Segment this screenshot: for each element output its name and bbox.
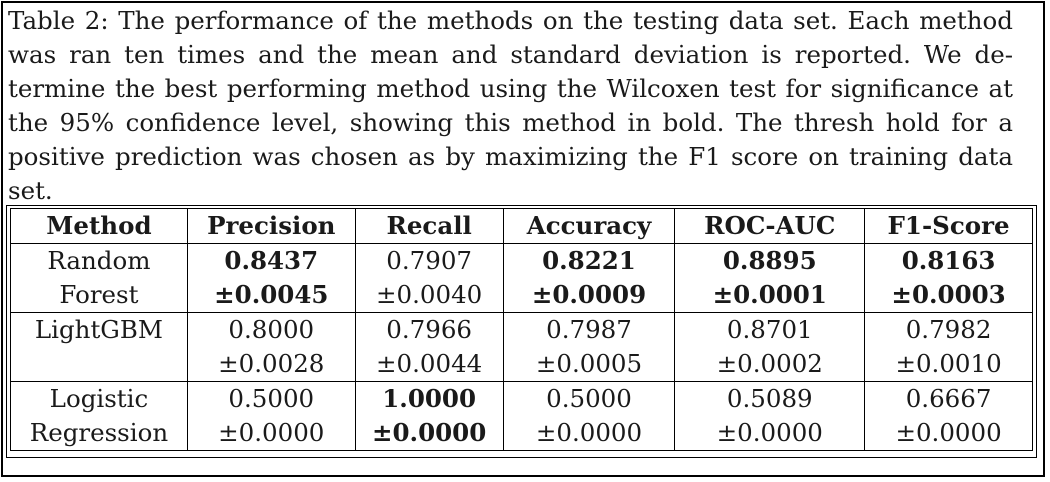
table-caption: Table 2: The performance of the methods … <box>8 4 1013 208</box>
header-accuracy: Accuracy <box>502 208 676 244</box>
caption-line: the 95% confidence level, showing this m… <box>8 108 1013 137</box>
metric-mean: 0.5089 <box>726 384 813 413</box>
method-cell: Random Forest <box>10 243 188 313</box>
metric-cell: 0.8437 ±0.0045 <box>186 243 356 313</box>
metric-cell: 0.5000 ±0.0000 <box>502 381 676 451</box>
metric-cell: 0.5000 ±0.0000 <box>186 381 356 451</box>
metric-mean: 0.7987 <box>546 315 632 344</box>
metric-cell: 0.5089 ±0.0000 <box>674 381 866 451</box>
caption-line: set. <box>8 176 53 205</box>
metric-std: ±0.0005 <box>535 349 643 378</box>
metric-std: ±0.0001 <box>712 280 827 309</box>
metric-std: ±0.0044 <box>376 349 483 378</box>
method-name-line <box>17 347 181 381</box>
caption-line: termine the best performing method using… <box>8 74 1013 103</box>
metric-mean: 1.0000 <box>382 384 477 413</box>
table-row: LightGBM 0.8000 ±0.0028 0.7966 ±0.0044 0.7987… <box>10 312 1033 382</box>
metric-cell: 0.8701 ±0.0002 <box>674 312 866 382</box>
method-cell: Logistic Regression <box>10 381 188 451</box>
metric-std: ±0.0002 <box>716 349 823 378</box>
metric-cell: 0.7987 ±0.0005 <box>502 312 676 382</box>
metric-mean: 0.8000 <box>228 315 315 344</box>
table-row: Logistic Regression 0.5000 ±0.0000 1.0000 ±0.… <box>10 381 1033 451</box>
method-name-line: Regression <box>29 418 169 447</box>
header-precision: Precision <box>186 208 356 244</box>
metric-cell: 0.7907 ±0.0040 <box>354 243 504 313</box>
method-name-line: Forest <box>59 280 139 309</box>
metric-mean: 0.6667 <box>905 384 992 413</box>
metric-cell: 0.7982 ±0.0010 <box>864 312 1033 382</box>
metric-cell: 0.8895 ±0.0001 <box>674 243 866 313</box>
header-recall: Recall <box>354 208 504 244</box>
metric-cell: 1.0000 ±0.0000 <box>354 381 504 451</box>
metric-mean: 0.8437 <box>224 246 319 275</box>
metric-mean: 0.8895 <box>722 246 817 275</box>
metric-mean: 0.7982 <box>905 315 992 344</box>
metric-std: ±0.0000 <box>218 418 325 447</box>
metric-std: ±0.0000 <box>371 418 487 447</box>
metric-cell: 0.8000 ±0.0028 <box>186 312 356 382</box>
table-header-row: Method Precision Recall Accuracy ROC-AUC… <box>10 208 1033 244</box>
metric-std: ±0.0028 <box>218 349 325 378</box>
metric-std: ±0.0010 <box>895 349 1002 378</box>
metric-cell: 0.8221 ±0.0009 <box>502 243 676 313</box>
header-f1-score: F1-Score <box>864 208 1033 244</box>
metric-std: ±0.0003 <box>891 280 1006 309</box>
metric-mean: 0.5000 <box>546 384 632 413</box>
metric-mean: 0.7907 <box>386 246 472 275</box>
metric-mean: 0.5000 <box>228 384 315 413</box>
metric-mean: 0.8163 <box>901 246 996 275</box>
metric-std: ±0.0000 <box>895 418 1002 447</box>
metric-std: ±0.0009 <box>531 280 647 309</box>
caption-line: Table 2: The performance of the methods … <box>8 6 1013 35</box>
metric-cell: 0.6667 ±0.0000 <box>864 381 1033 451</box>
method-name-line: Random <box>47 246 151 275</box>
metric-cell: 0.8163 ±0.0003 <box>864 243 1033 313</box>
metric-mean: 0.8221 <box>542 246 636 275</box>
metric-std: ±0.0000 <box>716 418 823 447</box>
table-row: Random Forest 0.8437 ±0.0045 0.7907 ±0.0040 0.… <box>10 243 1033 313</box>
method-name-line: Logistic <box>49 384 149 413</box>
metric-std: ±0.0045 <box>214 280 329 309</box>
metric-std: ±0.0040 <box>376 280 483 309</box>
caption-line: was ran ten times and the mean and stand… <box>8 40 1013 69</box>
metric-mean: 0.8701 <box>726 315 813 344</box>
header-roc-auc: ROC-AUC <box>674 208 866 244</box>
results-table-frame: Method Precision Recall Accuracy ROC-AUC… <box>6 205 1037 458</box>
method-cell: LightGBM <box>10 312 188 382</box>
metric-std: ±0.0000 <box>535 418 643 447</box>
method-name-line: LightGBM <box>34 315 163 344</box>
results-table: Method Precision Recall Accuracy ROC-AUC… <box>10 208 1033 451</box>
metric-mean: 0.7966 <box>386 315 472 344</box>
caption-line: positive prediction was chosen as by max… <box>8 142 1013 171</box>
metric-cell: 0.7966 ±0.0044 <box>354 312 504 382</box>
header-method: Method <box>10 208 188 244</box>
